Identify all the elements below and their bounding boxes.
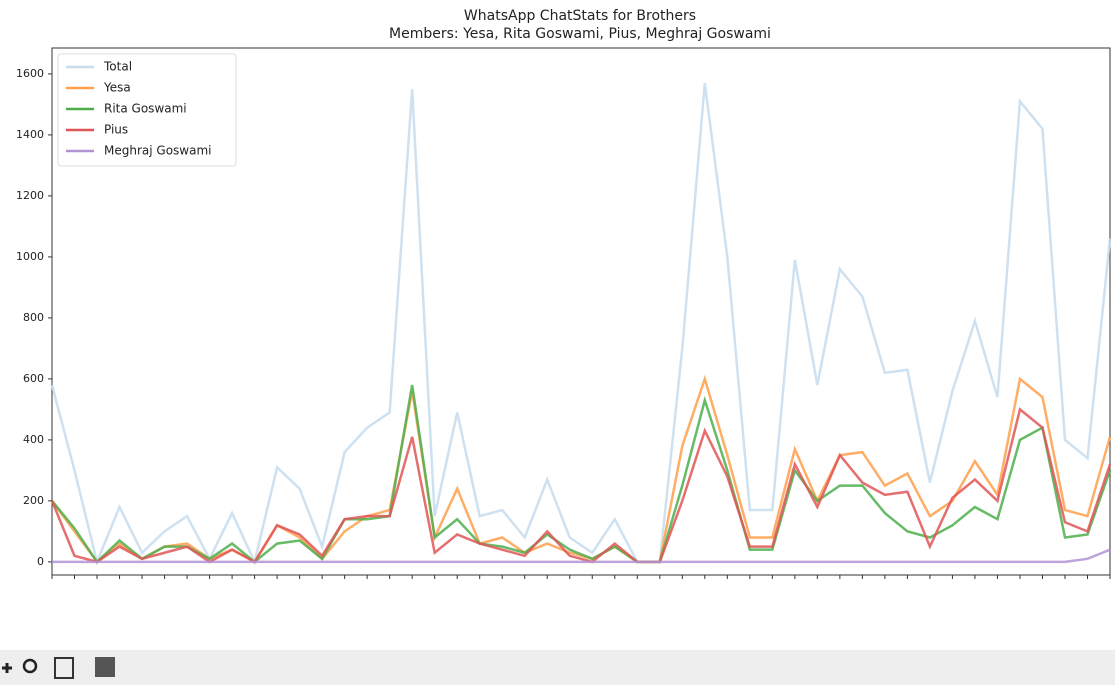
save-icon[interactable] [95,657,115,677]
config-icon[interactable] [54,657,74,679]
legend-label: Yesa [103,81,131,95]
zoom-icon[interactable] [22,658,38,674]
series-line [50,374,1112,564]
toolbar-bg [0,650,1115,685]
legend-label: Total [103,60,132,74]
y-tick-label: 1600 [16,67,44,80]
pan-icon[interactable] [2,663,12,673]
y-tick-label: 600 [23,372,44,385]
legend-label: Pius [104,123,128,137]
plot-frame [51,47,1111,576]
chart-subtitle: Members: Yesa, Rita Goswami, Pius, Meghr… [389,26,771,42]
y-tick-label: 400 [23,433,44,446]
legend: Total Yesa Rita Goswami Pius Meghraj Goswami [57,53,237,167]
toolbar [0,650,1115,685]
y-tick-label: 0 [37,555,44,568]
series-line [51,384,1112,564]
legend-label: Meghraj Goswami [104,144,211,158]
y-tick-label: 200 [23,494,44,507]
y-tick-label: 1000 [16,250,44,263]
y-tick-label: 1400 [16,128,44,141]
legend-label: Rita Goswami [104,102,187,116]
y-tick-label: 1200 [16,189,44,202]
series-line [50,407,1112,564]
y-tick-label: 800 [23,311,44,324]
series-line [52,548,1111,564]
series-line [50,82,1112,566]
legend-box [57,53,237,167]
chart-title: WhatsApp ChatStats for Brothers [464,8,696,24]
